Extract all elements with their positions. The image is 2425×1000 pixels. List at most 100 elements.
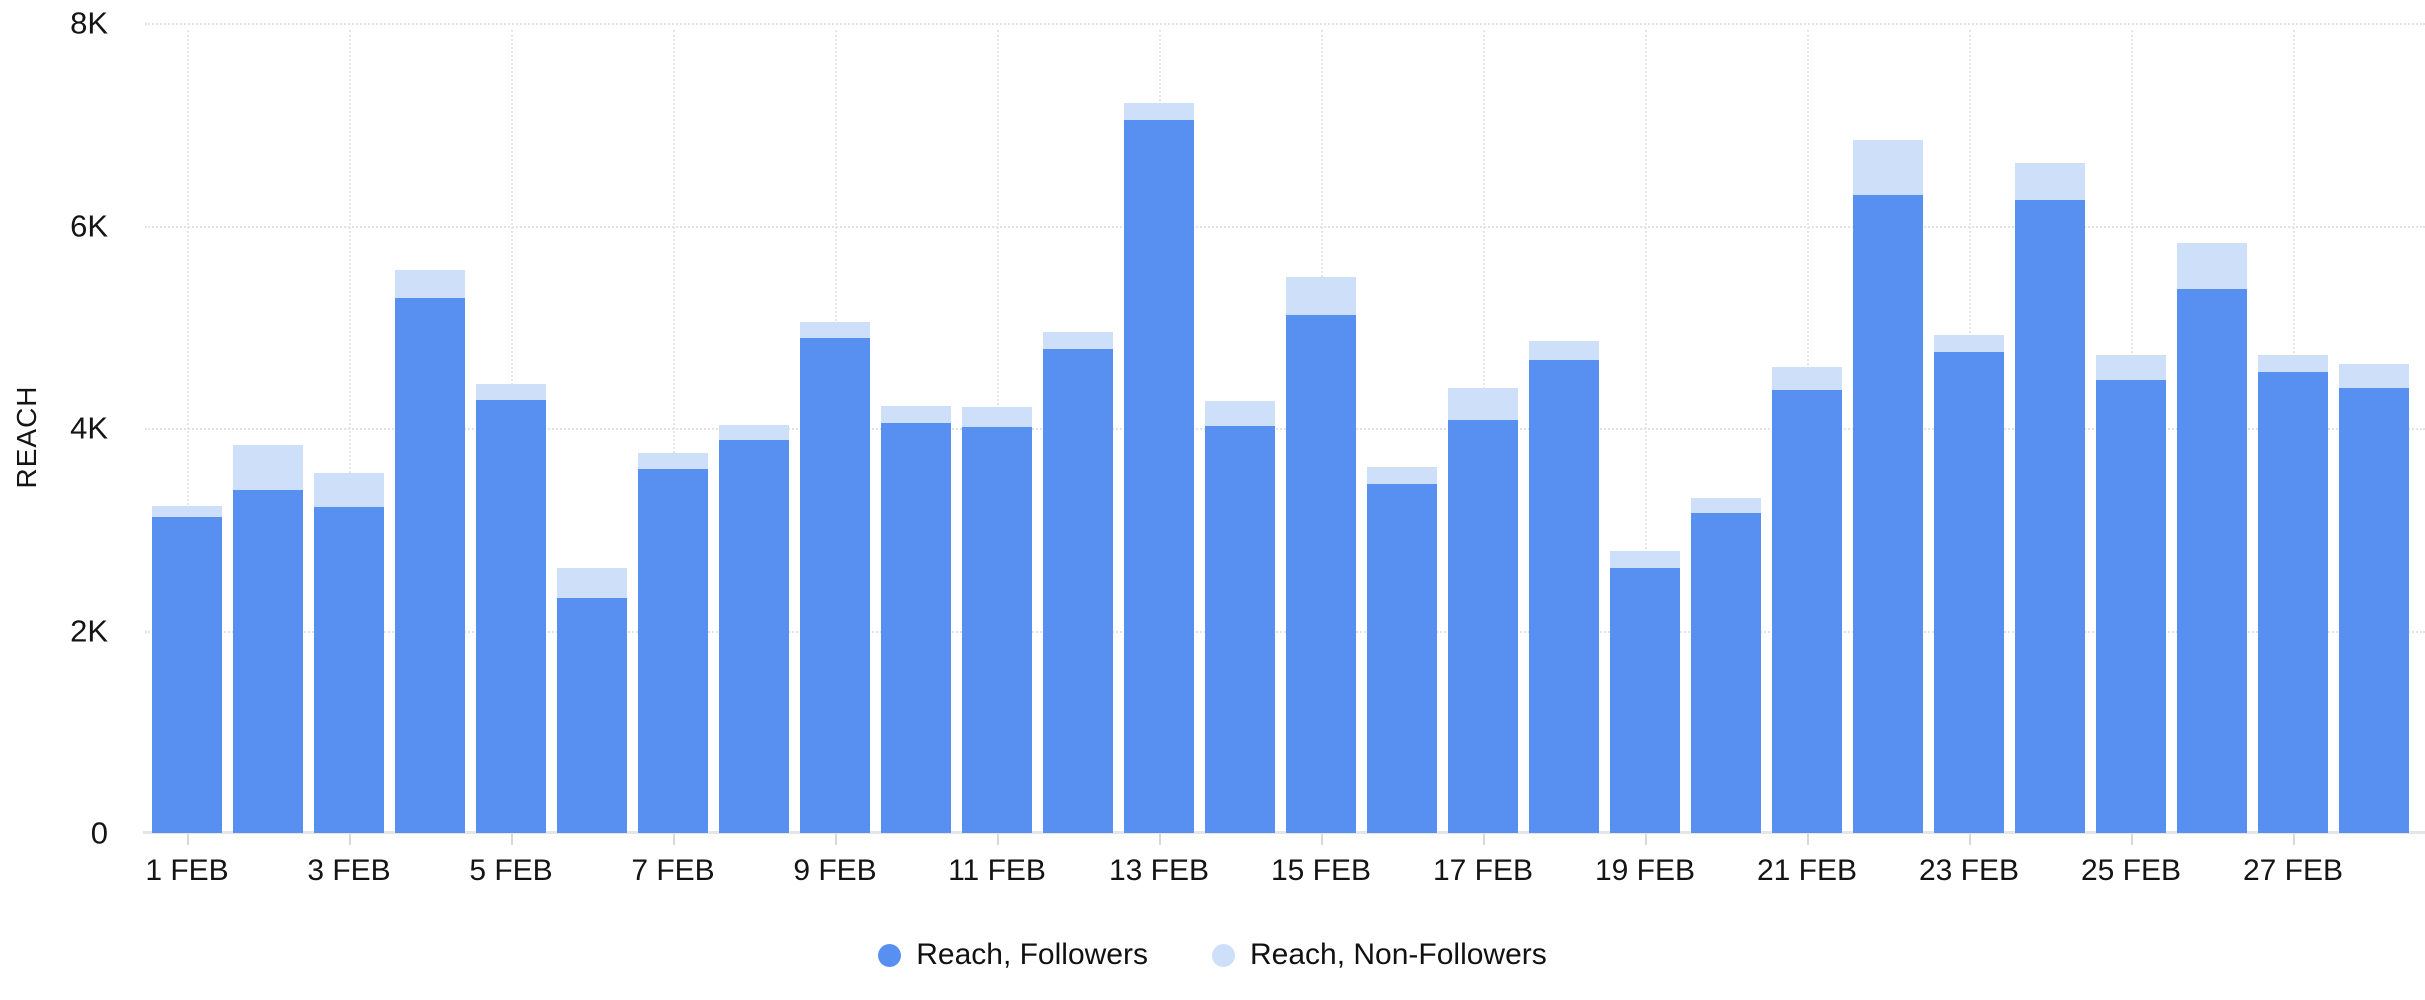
- bar-segment-non-followers-22 FEB[interactable]: [1853, 140, 1923, 196]
- bar-segment-non-followers-10 FEB[interactable]: [881, 405, 951, 423]
- followers-legend-dot-icon: [878, 943, 902, 967]
- x-tick-mark-7 FEB: [673, 834, 675, 845]
- bar-segment-followers-17 FEB[interactable]: [1448, 419, 1518, 833]
- legend-item-non-followers[interactable]: Reach, Non-Followers: [1211, 938, 1547, 972]
- bar-segment-followers-13 FEB[interactable]: [1124, 120, 1194, 833]
- bar-segment-non-followers-7 FEB[interactable]: [638, 453, 708, 469]
- bar-segment-followers-15 FEB[interactable]: [1286, 314, 1356, 833]
- bar-5 FEB[interactable]: [476, 23, 546, 833]
- bar-segment-followers-14 FEB[interactable]: [1205, 426, 1275, 833]
- x-tick-mark-3 FEB: [349, 834, 351, 845]
- bar-segment-followers-27 FEB[interactable]: [2258, 372, 2328, 833]
- bar-3 FEB[interactable]: [314, 23, 384, 833]
- bar-2 FEB[interactable]: [233, 23, 303, 833]
- bar-segment-followers-16 FEB[interactable]: [1367, 483, 1437, 833]
- x-axis-line: [143, 831, 2425, 834]
- bar-segment-followers-20 FEB[interactable]: [1691, 513, 1761, 833]
- bar-10 FEB[interactable]: [881, 23, 951, 833]
- bar-15 FEB[interactable]: [1286, 23, 1356, 833]
- bar-segment-non-followers-18 FEB[interactable]: [1529, 341, 1599, 361]
- bar-segment-non-followers-20 FEB[interactable]: [1691, 497, 1761, 514]
- x-tick-label-11 FEB: 11 FEB: [948, 854, 1046, 887]
- bar-segment-non-followers-12 FEB[interactable]: [1043, 331, 1113, 349]
- bar-segment-non-followers-23 FEB[interactable]: [1934, 334, 2004, 353]
- bar-segment-non-followers-19 FEB[interactable]: [1610, 550, 1680, 568]
- bar-segment-followers-28 FEB[interactable]: [2339, 387, 2409, 833]
- bar-segment-non-followers-13 FEB[interactable]: [1124, 103, 1194, 121]
- bar-segment-non-followers-2 FEB[interactable]: [233, 445, 303, 490]
- bar-segment-non-followers-4 FEB[interactable]: [395, 270, 465, 299]
- bar-6 FEB[interactable]: [557, 23, 627, 833]
- bar-24 FEB[interactable]: [2015, 23, 2085, 833]
- h-gridline-6K: [145, 225, 2425, 228]
- bar-23 FEB[interactable]: [1934, 23, 2004, 833]
- bar-segment-non-followers-21 FEB[interactable]: [1772, 367, 1842, 390]
- bar-11 FEB[interactable]: [962, 23, 1032, 833]
- v-gridline-3 FEB: [349, 30, 351, 833]
- bar-segment-followers-26 FEB[interactable]: [2177, 289, 2247, 833]
- bar-8 FEB[interactable]: [719, 23, 789, 833]
- bar-22 FEB[interactable]: [1853, 23, 1923, 833]
- bar-segment-followers-4 FEB[interactable]: [395, 298, 465, 833]
- bar-18 FEB[interactable]: [1529, 23, 1599, 833]
- bar-segment-followers-21 FEB[interactable]: [1772, 389, 1842, 833]
- bar-segment-followers-5 FEB[interactable]: [476, 399, 546, 833]
- bar-25 FEB[interactable]: [2096, 23, 2166, 833]
- bar-26 FEB[interactable]: [2177, 23, 2247, 833]
- x-tick-label-19 FEB: 19 FEB: [1594, 854, 1696, 887]
- bar-segment-followers-9 FEB[interactable]: [800, 337, 870, 833]
- bar-segment-followers-3 FEB[interactable]: [314, 507, 384, 833]
- bar-9 FEB[interactable]: [800, 23, 870, 833]
- bar-19 FEB[interactable]: [1610, 23, 1680, 833]
- x-tick-label-25 FEB: 25 FEB: [2080, 854, 2182, 887]
- bar-segment-non-followers-27 FEB[interactable]: [2258, 355, 2328, 373]
- bar-segment-non-followers-14 FEB[interactable]: [1205, 400, 1275, 426]
- bar-20 FEB[interactable]: [1691, 23, 1761, 833]
- bar-segment-non-followers-26 FEB[interactable]: [2177, 242, 2247, 290]
- bar-segment-non-followers-28 FEB[interactable]: [2339, 364, 2409, 388]
- bar-segment-non-followers-25 FEB[interactable]: [2096, 355, 2166, 381]
- bar-segment-non-followers-3 FEB[interactable]: [314, 472, 384, 507]
- y-tick-label-0: 0: [90, 815, 108, 851]
- bar-segment-non-followers-8 FEB[interactable]: [719, 425, 789, 441]
- bar-28 FEB[interactable]: [2339, 23, 2409, 833]
- bar-14 FEB[interactable]: [1205, 23, 1275, 833]
- bar-segment-followers-18 FEB[interactable]: [1529, 360, 1599, 833]
- bar-segment-followers-1 FEB[interactable]: [152, 517, 222, 833]
- bar-segment-followers-7 FEB[interactable]: [638, 468, 708, 833]
- bar-segment-followers-23 FEB[interactable]: [1934, 352, 2004, 833]
- bar-segment-non-followers-15 FEB[interactable]: [1286, 277, 1356, 315]
- x-tick-label-5 FEB: 5 FEB: [469, 854, 553, 887]
- bar-4 FEB[interactable]: [395, 23, 465, 833]
- bar-segment-non-followers-11 FEB[interactable]: [962, 406, 1032, 427]
- x-tick-mark-23 FEB: [1969, 834, 1971, 845]
- bar-segment-followers-25 FEB[interactable]: [2096, 380, 2166, 833]
- bar-7 FEB[interactable]: [638, 23, 708, 833]
- bar-segment-non-followers-1 FEB[interactable]: [152, 506, 222, 518]
- bar-segment-followers-6 FEB[interactable]: [557, 598, 627, 833]
- bar-17 FEB[interactable]: [1448, 23, 1518, 833]
- bar-segment-non-followers-17 FEB[interactable]: [1448, 387, 1518, 420]
- bar-segment-non-followers-5 FEB[interactable]: [476, 384, 546, 400]
- bar-segment-followers-11 FEB[interactable]: [962, 427, 1032, 833]
- bar-12 FEB[interactable]: [1043, 23, 1113, 833]
- bar-27 FEB[interactable]: [2258, 23, 2328, 833]
- bar-13 FEB[interactable]: [1124, 23, 1194, 833]
- bar-segment-non-followers-16 FEB[interactable]: [1367, 466, 1437, 484]
- legend-item-followers[interactable]: Reach, Followers: [878, 938, 1148, 972]
- bar-16 FEB[interactable]: [1367, 23, 1437, 833]
- bar-segment-followers-8 FEB[interactable]: [719, 440, 789, 833]
- bar-segment-followers-22 FEB[interactable]: [1853, 195, 1923, 833]
- bar-segment-non-followers-6 FEB[interactable]: [557, 567, 627, 599]
- bar-segment-followers-2 FEB[interactable]: [233, 489, 303, 833]
- bar-segment-non-followers-9 FEB[interactable]: [800, 321, 870, 338]
- bar-segment-followers-19 FEB[interactable]: [1610, 567, 1680, 833]
- x-tick-label-17 FEB: 17 FEB: [1432, 854, 1534, 887]
- bar-segment-non-followers-24 FEB[interactable]: [2015, 162, 2085, 201]
- bar-segment-followers-10 FEB[interactable]: [881, 422, 951, 833]
- bar-1 FEB[interactable]: [152, 23, 222, 833]
- bar-segment-followers-24 FEB[interactable]: [2015, 200, 2085, 833]
- bar-21 FEB[interactable]: [1772, 23, 1842, 833]
- bar-segment-followers-12 FEB[interactable]: [1043, 349, 1113, 833]
